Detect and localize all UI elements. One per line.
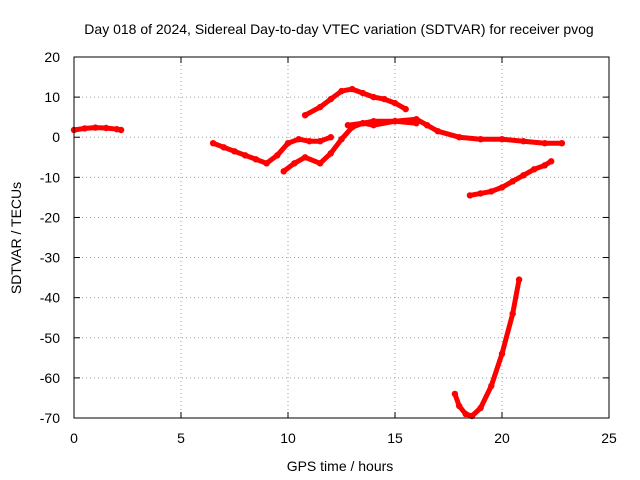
tick-marks (73, 56, 610, 419)
data-point (92, 124, 99, 131)
data-point (456, 134, 463, 141)
data-point (520, 172, 527, 179)
y-tick-label: -30 (40, 250, 60, 266)
data-point (274, 152, 281, 159)
data-point (209, 140, 217, 147)
data-point (117, 126, 125, 134)
y-tick-label: -70 (40, 410, 60, 426)
x-tick-label: 15 (387, 430, 403, 446)
y-tick-label: 10 (44, 89, 60, 105)
data-point (509, 178, 516, 185)
data-point (541, 140, 548, 147)
data-point (370, 93, 377, 101)
data-point (498, 350, 506, 357)
y-tick-label: 20 (44, 49, 60, 65)
data-point (462, 410, 469, 418)
data-point (284, 140, 292, 147)
data-point (338, 87, 345, 95)
data-point (466, 192, 474, 199)
data-point (359, 120, 367, 127)
plot-frame (73, 56, 610, 419)
data-point (381, 95, 388, 103)
data-point (530, 166, 538, 173)
data-point (456, 402, 463, 410)
data-series-segment-7 (452, 277, 522, 419)
data-series-segment-4 (302, 86, 409, 118)
data-point (327, 150, 334, 157)
data-point (242, 152, 249, 159)
data-point (477, 190, 484, 197)
data-point (301, 154, 309, 161)
data-point (252, 156, 260, 163)
data-point (477, 136, 484, 143)
data-point (338, 136, 345, 143)
y-tick-label: -10 (40, 169, 60, 185)
x-tick-label: 10 (280, 430, 296, 446)
data-point (434, 128, 441, 135)
data-point (349, 85, 356, 93)
data-point (498, 136, 506, 143)
data-point (316, 103, 324, 111)
data-point (102, 124, 110, 132)
data-point (316, 138, 324, 145)
data-point (316, 160, 324, 167)
data-point (344, 122, 352, 129)
x-tick-labels: 0 5 10 15 20 25 (70, 430, 617, 446)
data-series-segment-5 (345, 118, 419, 128)
data-point (548, 158, 555, 165)
data-point (413, 120, 420, 127)
data-series-segment-6 (467, 158, 554, 198)
series-layer (70, 85, 566, 420)
data-point (391, 118, 399, 125)
data-point (263, 160, 270, 167)
y-tick-label: -20 (40, 209, 60, 225)
data-point (327, 95, 334, 103)
data-point (515, 276, 523, 283)
data-series-segment-3 (281, 116, 565, 174)
data-point (402, 105, 409, 113)
y-tick-label: -40 (40, 290, 60, 306)
data-point (291, 160, 298, 167)
x-tick-label: 20 (494, 430, 510, 446)
data-point (498, 184, 506, 191)
y-tick-labels: 20 10 0 -10 -20 -30 -40 -50 -60 -70 (40, 49, 60, 426)
data-point (488, 188, 495, 195)
data-point (541, 162, 548, 169)
x-tick-label: 0 (70, 430, 78, 446)
grid-lines (74, 57, 609, 418)
data-point (359, 89, 367, 97)
data-point (488, 382, 495, 390)
x-tick-label: 25 (601, 430, 617, 446)
data-point (423, 122, 431, 129)
data-point (391, 99, 399, 107)
data-point (558, 140, 566, 147)
data-point (280, 168, 287, 175)
data-point (520, 138, 527, 145)
y-tick-label: 0 (52, 129, 60, 145)
data-point (220, 144, 227, 151)
data-point (81, 125, 88, 132)
y-axis-label: SDTVAR / TECUs (8, 182, 24, 294)
y-tick-label: -50 (40, 330, 60, 346)
data-point (477, 404, 484, 412)
data-point (327, 134, 334, 141)
data-point (301, 112, 309, 119)
data-point (451, 390, 459, 398)
chart-title: Day 018 of 2024, Sidereal Day-to-day VTE… (84, 21, 593, 37)
data-point (231, 148, 238, 155)
x-tick-label: 5 (177, 430, 185, 446)
data-point (370, 122, 377, 129)
y-tick-label: -60 (40, 370, 60, 386)
data-point (295, 136, 302, 143)
data-point (509, 310, 516, 317)
data-point (306, 138, 313, 145)
x-axis-label: GPS time / hours (287, 458, 394, 474)
